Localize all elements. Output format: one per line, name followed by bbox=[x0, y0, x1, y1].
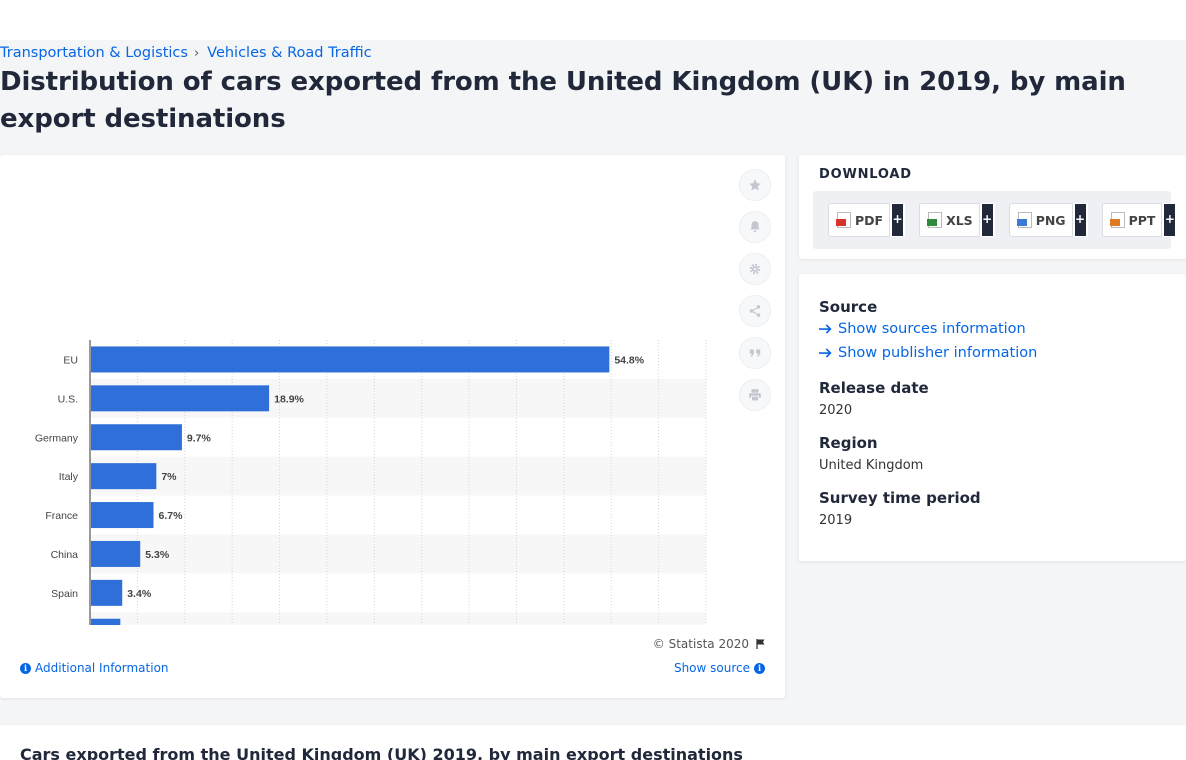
data-label: 6.7% bbox=[158, 510, 183, 522]
data-label: 18.9% bbox=[274, 393, 304, 405]
bar-us bbox=[91, 385, 269, 411]
row-stripe bbox=[90, 535, 706, 574]
info-icon: i bbox=[20, 663, 31, 674]
cite-button[interactable] bbox=[739, 337, 771, 369]
category-label: Spain bbox=[51, 588, 78, 600]
gear-icon bbox=[748, 262, 762, 276]
breadcrumb: Transportation & Logistics › Vehicles & … bbox=[0, 42, 372, 64]
notification-button[interactable] bbox=[739, 211, 771, 243]
favorite-button[interactable] bbox=[739, 169, 771, 201]
source-heading: Source bbox=[819, 298, 877, 316]
category-label: France bbox=[45, 510, 78, 522]
flag-icon[interactable] bbox=[755, 638, 767, 650]
row-stripe bbox=[90, 612, 706, 625]
download-card: DOWNLOAD PDF + XLS + PNG + PPT + bbox=[799, 155, 1186, 259]
data-label: 7% bbox=[161, 471, 177, 483]
category-label: Germany bbox=[35, 432, 79, 444]
download-png-label: PNG bbox=[1032, 213, 1072, 228]
ppt-premium-badge: + bbox=[1161, 203, 1177, 237]
show-sources-link[interactable]: Show sources information bbox=[819, 321, 1026, 337]
additional-information-link[interactable]: i Additional Information bbox=[20, 661, 169, 675]
category-label: U.S. bbox=[58, 393, 78, 405]
data-label: 54.8% bbox=[614, 354, 644, 366]
xls-premium-badge: + bbox=[979, 203, 995, 237]
download-heading: DOWNLOAD bbox=[819, 167, 912, 182]
arrow-right-icon bbox=[819, 324, 832, 334]
quote-icon bbox=[748, 346, 762, 360]
bar-eu bbox=[91, 346, 609, 372]
category-label: China bbox=[51, 549, 79, 561]
pdf-file-icon bbox=[837, 212, 851, 228]
row-stripe bbox=[90, 457, 706, 496]
star-icon bbox=[748, 178, 762, 192]
show-source-label: Show source bbox=[674, 661, 750, 675]
data-label: 3.4% bbox=[127, 588, 152, 600]
download-ppt-button[interactable]: PPT + bbox=[1102, 203, 1178, 237]
download-xls-label: XLS bbox=[942, 213, 979, 228]
download-buttons: PDF + XLS + PNG + PPT + bbox=[813, 191, 1171, 249]
download-pdf-button[interactable]: PDF + bbox=[828, 203, 905, 237]
release-date-value: 2020 bbox=[819, 403, 852, 418]
print-button[interactable] bbox=[739, 379, 771, 411]
bar-germany bbox=[91, 424, 182, 450]
bar-spain bbox=[91, 580, 122, 606]
show-publisher-link[interactable]: Show publisher information bbox=[819, 345, 1037, 361]
print-icon bbox=[748, 388, 762, 402]
show-source-link[interactable]: Show source i bbox=[674, 661, 765, 675]
show-sources-label: Show sources information bbox=[838, 321, 1026, 337]
copyright: © Statista 2020 bbox=[653, 637, 767, 651]
survey-period-value: 2019 bbox=[819, 513, 852, 528]
bar-italy bbox=[91, 463, 156, 489]
data-label: 5.3% bbox=[145, 549, 170, 561]
bar-china bbox=[91, 541, 140, 567]
survey-period-heading: Survey time period bbox=[819, 489, 981, 507]
breadcrumb-link-transportation[interactable]: Transportation & Logistics bbox=[0, 45, 188, 61]
copyright-text: © Statista 2020 bbox=[653, 637, 749, 651]
statistic-details-card: Source Show sources information Show pub… bbox=[799, 274, 1186, 561]
png-file-icon bbox=[1018, 212, 1032, 228]
breadcrumb-separator: › bbox=[194, 46, 199, 61]
share-icon bbox=[748, 304, 762, 318]
related-statistic-card: Cars exported from the United Kingdom (U… bbox=[0, 725, 1186, 760]
bell-icon bbox=[748, 220, 762, 234]
download-pdf-label: PDF bbox=[851, 213, 889, 228]
download-xls-button[interactable]: XLS + bbox=[919, 203, 995, 237]
share-button[interactable] bbox=[739, 295, 771, 327]
additional-information-label: Additional Information bbox=[35, 661, 169, 675]
bar-chart: EU 54.8% U.S. 18.9% Germany 9.7% Italy 7% France… bbox=[0, 155, 785, 625]
download-png-button[interactable]: PNG + bbox=[1009, 203, 1088, 237]
category-label: EU bbox=[63, 354, 78, 366]
xls-file-icon bbox=[928, 212, 942, 228]
page-title: Distribution of cars exported from the U… bbox=[0, 64, 1160, 138]
download-ppt-label: PPT bbox=[1125, 213, 1162, 228]
show-publisher-label: Show publisher information bbox=[838, 345, 1037, 361]
top-header-strip bbox=[0, 0, 1186, 40]
ppt-file-icon bbox=[1111, 212, 1125, 228]
category-label: Italy bbox=[59, 471, 79, 483]
chart-card: EU 54.8% U.S. 18.9% Germany 9.7% Italy 7% France… bbox=[0, 155, 785, 698]
bar-france bbox=[91, 502, 153, 528]
bar-japan bbox=[91, 619, 120, 625]
chart-toolbar bbox=[739, 169, 771, 421]
region-heading: Region bbox=[819, 434, 878, 452]
breadcrumb-link-vehicles[interactable]: Vehicles & Road Traffic bbox=[207, 45, 372, 61]
settings-button[interactable] bbox=[739, 253, 771, 285]
arrow-right-icon bbox=[819, 348, 832, 358]
pdf-premium-badge: + bbox=[889, 203, 905, 237]
info-icon: i bbox=[754, 663, 765, 674]
region-value: United Kingdom bbox=[819, 458, 923, 473]
data-label: 9.7% bbox=[187, 432, 212, 444]
release-date-heading: Release date bbox=[819, 379, 929, 397]
related-statistic-title[interactable]: Cars exported from the United Kingdom (U… bbox=[20, 745, 743, 760]
png-premium-badge: + bbox=[1072, 203, 1088, 237]
